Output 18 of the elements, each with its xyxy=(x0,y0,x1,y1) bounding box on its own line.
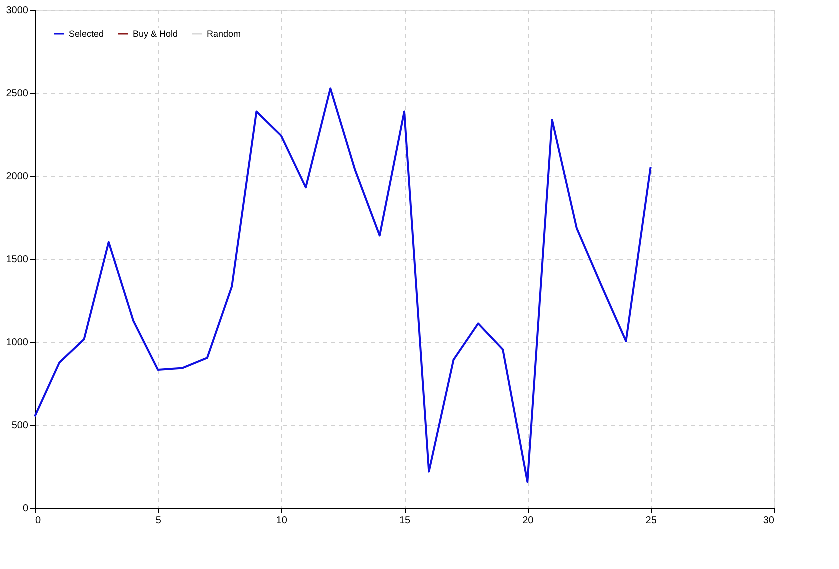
legend-label: Selected xyxy=(69,29,104,39)
x-tick-label: 15 xyxy=(399,516,411,526)
y-tick-label: 2500 xyxy=(6,88,29,100)
x-tick-label: 30 xyxy=(763,516,775,526)
y-tick-label: 3000 xyxy=(6,6,29,16)
legend-label: Random xyxy=(207,29,242,39)
y-tick-label: 1000 xyxy=(6,338,29,348)
x-tick-label: 0 xyxy=(36,516,42,526)
x-tick-label: 10 xyxy=(276,516,288,526)
line-series xyxy=(34,88,652,484)
y-tick-label: 0 xyxy=(22,504,29,514)
x-tick-label: 20 xyxy=(522,516,534,526)
x-tick-label: 5 xyxy=(156,516,162,526)
y-tick-label: 1500 xyxy=(6,254,29,266)
y-tick-label: 2000 xyxy=(6,172,29,182)
y-tick-label: 500 xyxy=(12,420,29,432)
x-tick-label: 25 xyxy=(646,516,658,526)
legend-label: Buy & Hold xyxy=(133,29,178,39)
